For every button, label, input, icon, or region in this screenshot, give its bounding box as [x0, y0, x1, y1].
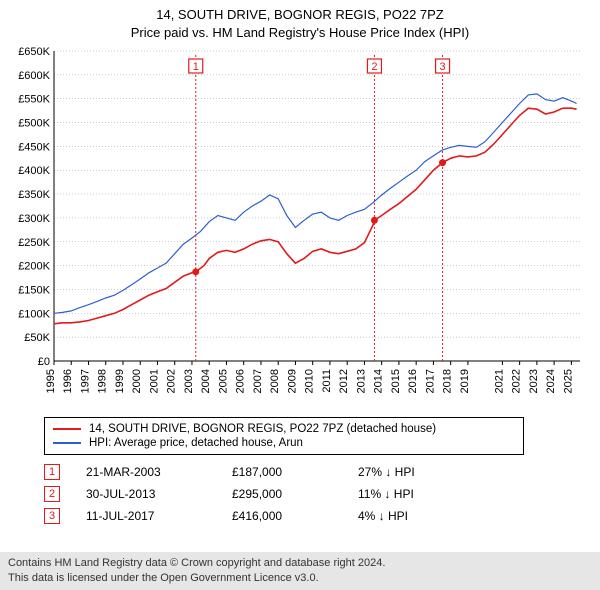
- svg-text:2005: 2005: [217, 369, 229, 393]
- svg-text:£150K: £150K: [18, 285, 50, 297]
- svg-text:2011: 2011: [321, 369, 333, 393]
- title-line-1: 14, SOUTH DRIVE, BOGNOR REGIS, PO22 7PZ: [0, 6, 600, 24]
- legend-label-1: HPI: Average price, detached house, Arun: [89, 437, 303, 449]
- chart-area: £0 £50K £100K £150K £200K £250K £300K £350K £400…: [10, 43, 590, 413]
- legend-swatch-0: [53, 428, 81, 430]
- event-delta-3: 4% ↓ HPI: [358, 509, 468, 523]
- svg-text:2007: 2007: [252, 369, 264, 393]
- svg-text:2001: 2001: [148, 369, 160, 393]
- event-num-1: 1: [49, 466, 55, 478]
- svg-text:1996: 1996: [62, 369, 74, 393]
- svg-text:3: 3: [439, 61, 445, 73]
- svg-text:2013: 2013: [355, 369, 367, 393]
- svg-text:2018: 2018: [442, 369, 454, 393]
- svg-text:2000: 2000: [131, 369, 143, 393]
- event-price-1: £187,000: [232, 465, 332, 479]
- svg-text:2021: 2021: [493, 369, 505, 393]
- svg-text:2016: 2016: [407, 369, 419, 393]
- event-row-1: 2 30-JUL-2013 £295,000 11% ↓ HPI: [44, 483, 590, 505]
- event-price-2: £295,000: [232, 487, 332, 501]
- svg-text:2008: 2008: [269, 369, 281, 393]
- svg-text:2024: 2024: [545, 369, 557, 393]
- events-table: 1 21-MAR-2003 £187,000 27% ↓ HPI 2 30-JU…: [44, 461, 590, 527]
- legend-row-1: HPI: Average price, detached house, Arun: [53, 436, 515, 450]
- event-date-2: 30-JUL-2013: [86, 487, 206, 501]
- event-box-3: 3: [44, 508, 60, 524]
- svg-text:2012: 2012: [338, 369, 350, 393]
- event-row-2: 3 11-JUL-2017 £416,000 4% ↓ HPI: [44, 505, 590, 527]
- svg-text:£550K: £550K: [18, 94, 50, 106]
- svg-text:2022: 2022: [511, 369, 523, 393]
- svg-text:£350K: £350K: [18, 189, 50, 201]
- event-num-3: 3: [49, 510, 55, 522]
- svg-text:1999: 1999: [114, 369, 126, 393]
- svg-text:2004: 2004: [200, 369, 212, 393]
- attribution-block: Contains HM Land Registry data © Crown c…: [0, 552, 600, 590]
- chart-svg: £0 £50K £100K £150K £200K £250K £300K £350K £400…: [10, 43, 590, 413]
- svg-text:1998: 1998: [97, 369, 109, 393]
- title-block: 14, SOUTH DRIVE, BOGNOR REGIS, PO22 7PZ …: [0, 0, 600, 43]
- legend-label-0: 14, SOUTH DRIVE, BOGNOR REGIS, PO22 7PZ …: [89, 423, 436, 435]
- event-box-2: 2: [44, 486, 60, 502]
- svg-text:2009: 2009: [286, 369, 298, 393]
- svg-text:£0: £0: [38, 356, 50, 368]
- event-delta-1: 27% ↓ HPI: [358, 465, 468, 479]
- chart-container: 14, SOUTH DRIVE, BOGNOR REGIS, PO22 7PZ …: [0, 0, 600, 590]
- svg-text:2019: 2019: [459, 369, 471, 393]
- svg-text:2025: 2025: [562, 369, 574, 393]
- legend-swatch-1: [53, 442, 81, 444]
- attribution-line-2: This data is licensed under the Open Gov…: [8, 571, 592, 586]
- svg-text:£50K: £50K: [24, 332, 50, 344]
- svg-text:£450K: £450K: [18, 141, 50, 153]
- svg-text:£200K: £200K: [18, 261, 50, 273]
- svg-text:£300K: £300K: [18, 213, 50, 225]
- event-row-0: 1 21-MAR-2003 £187,000 27% ↓ HPI: [44, 461, 590, 483]
- event-date-1: 21-MAR-2003: [86, 465, 206, 479]
- event-delta-2: 11% ↓ HPI: [358, 487, 468, 501]
- svg-text:£650K: £650K: [18, 46, 50, 58]
- event-num-2: 2: [49, 488, 55, 500]
- svg-text:1997: 1997: [79, 369, 91, 393]
- event-date-3: 11-JUL-2017: [86, 509, 206, 523]
- event-price-3: £416,000: [232, 509, 332, 523]
- svg-text:2017: 2017: [424, 369, 436, 393]
- legend-box: 14, SOUTH DRIVE, BOGNOR REGIS, PO22 7PZ …: [44, 417, 524, 455]
- svg-text:2015: 2015: [390, 369, 402, 393]
- svg-text:2: 2: [371, 61, 377, 73]
- svg-text:2006: 2006: [235, 369, 247, 393]
- legend-row-0: 14, SOUTH DRIVE, BOGNOR REGIS, PO22 7PZ …: [53, 422, 515, 436]
- svg-text:2023: 2023: [528, 369, 540, 393]
- svg-text:1995: 1995: [45, 369, 57, 393]
- svg-text:£600K: £600K: [18, 70, 50, 82]
- event-box-1: 1: [44, 464, 60, 480]
- svg-text:2014: 2014: [373, 369, 385, 393]
- title-line-2: Price paid vs. HM Land Registry's House …: [0, 24, 600, 42]
- svg-text:£400K: £400K: [18, 165, 50, 177]
- svg-text:2002: 2002: [166, 369, 178, 393]
- svg-text:2003: 2003: [183, 369, 195, 393]
- svg-text:2010: 2010: [304, 369, 316, 393]
- svg-text:1: 1: [193, 61, 199, 73]
- attribution-line-1: Contains HM Land Registry data © Crown c…: [8, 556, 592, 571]
- svg-text:£250K: £250K: [18, 237, 50, 249]
- svg-text:£500K: £500K: [18, 118, 50, 130]
- svg-text:£100K: £100K: [18, 308, 50, 320]
